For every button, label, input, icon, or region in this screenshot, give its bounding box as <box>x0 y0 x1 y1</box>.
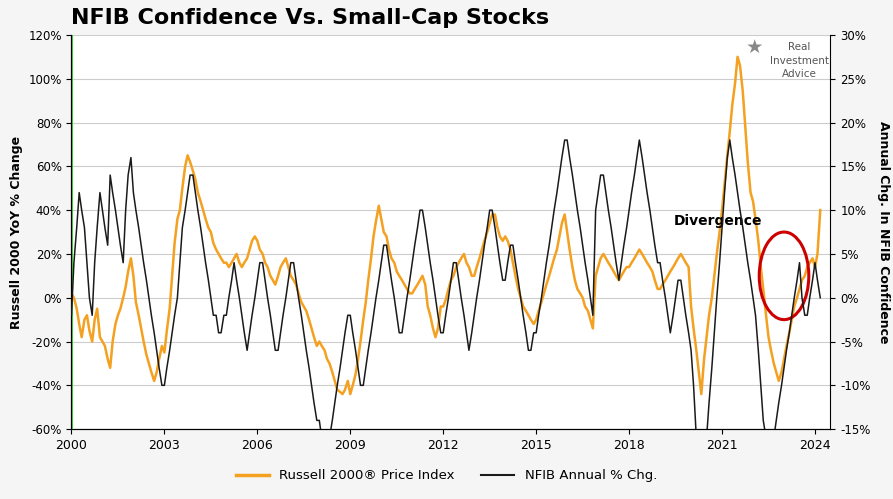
Text: NFIB Confidence Vs. Small-Cap Stocks: NFIB Confidence Vs. Small-Cap Stocks <box>71 8 549 28</box>
Text: Divergence: Divergence <box>674 214 763 228</box>
Legend: Russell 2000® Price Index, NFIB Annual % Chg.: Russell 2000® Price Index, NFIB Annual %… <box>230 464 663 488</box>
Text: ★: ★ <box>746 37 764 56</box>
Y-axis label: Annual Chg. In NFIB Confidence: Annual Chg. In NFIB Confidence <box>877 121 890 343</box>
Text: Real
Investment
Advice: Real Investment Advice <box>770 42 829 79</box>
Y-axis label: Russell 2000 YoY % Change: Russell 2000 YoY % Change <box>10 135 22 329</box>
